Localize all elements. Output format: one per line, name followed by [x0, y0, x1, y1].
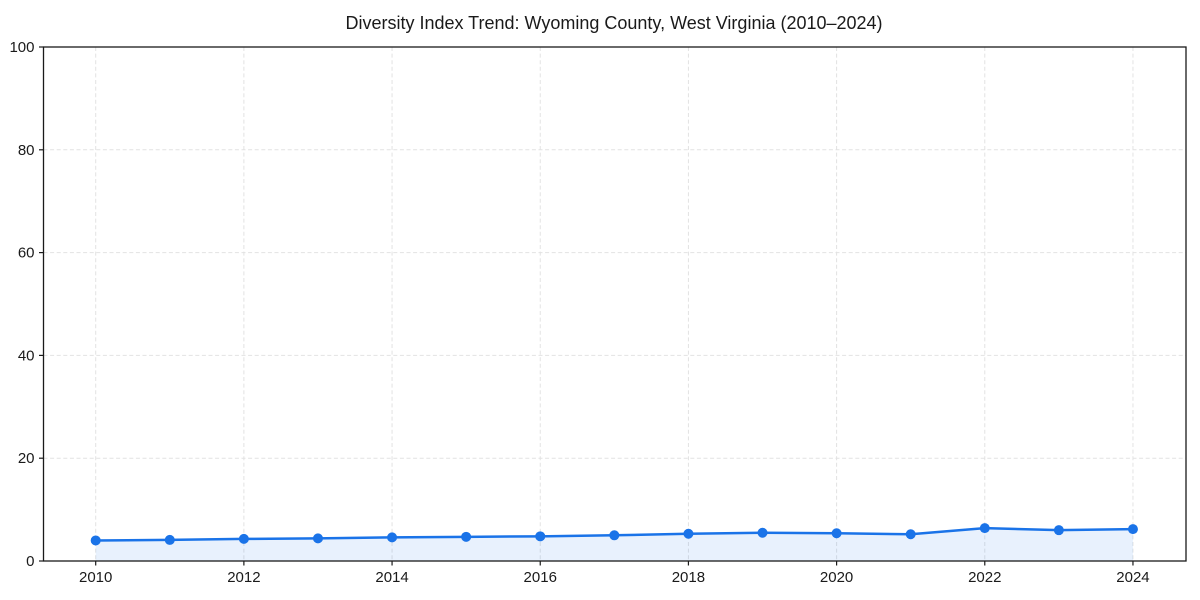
y-tick-label: 40 [18, 347, 35, 364]
data-point-2020 [831, 528, 842, 539]
data-point-2015 [461, 531, 472, 542]
x-tick-label: 2022 [968, 569, 1001, 586]
data-point-2023 [1053, 525, 1064, 536]
data-point-2019 [757, 527, 768, 538]
x-tick-label: 2018 [672, 569, 705, 586]
data-point-2021 [905, 529, 916, 540]
x-tick-label: 2010 [79, 569, 112, 586]
x-tick-label: 2012 [227, 569, 260, 586]
data-point-2013 [312, 533, 323, 544]
data-point-2011 [164, 534, 175, 545]
data-point-2014 [387, 532, 398, 543]
y-tick-label: 100 [9, 39, 34, 56]
axes-layer: 0 20 40 60 80 100 2010 2012 2014 2016 2018 2020 2022… [9, 39, 1187, 586]
gridlines-layer [43, 46, 1186, 562]
x-tick-label: 2014 [375, 569, 408, 586]
x-tick-label: 2016 [524, 569, 557, 586]
area-fill [95, 528, 1133, 561]
data-point-2022 [979, 523, 990, 534]
data-point-2010 [90, 535, 101, 546]
plot-border [42, 46, 1187, 562]
x-tick-label: 2024 [1116, 569, 1149, 586]
data-point-2016 [535, 531, 546, 542]
data-point-2024 [1127, 524, 1138, 535]
data-point-2017 [609, 530, 620, 541]
x-tick-label: 2020 [820, 569, 853, 586]
y-tick-label: 60 [18, 245, 35, 262]
chart-title: Diversity Index Trend: Wyoming County, W… [345, 13, 882, 33]
y-tick-label: 20 [18, 450, 35, 467]
y-tick-label: 0 [26, 553, 34, 570]
data-point-2018 [683, 528, 694, 539]
data-layer [90, 523, 1138, 561]
data-point-2012 [238, 533, 249, 544]
y-tick-label: 80 [18, 142, 35, 159]
